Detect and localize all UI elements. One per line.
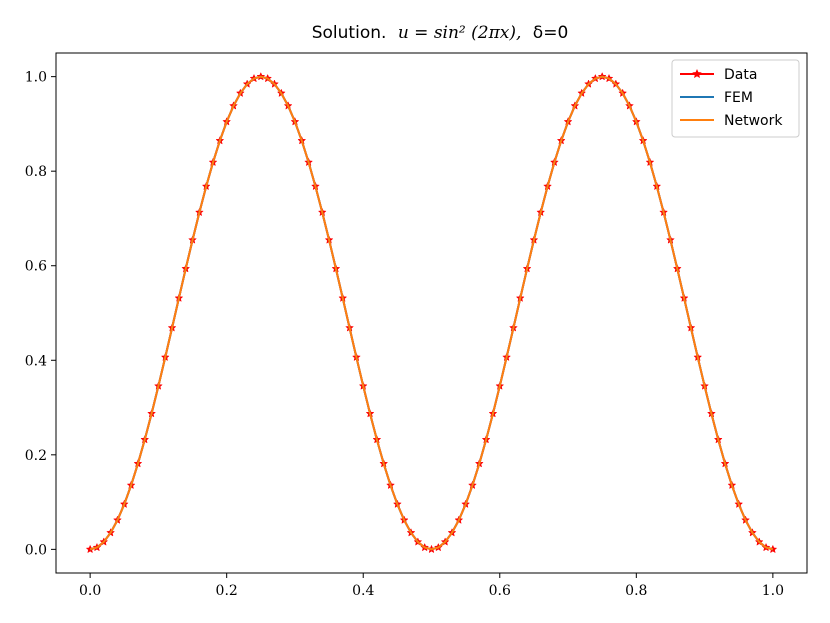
y-tick-label-4: 0.8 bbox=[25, 164, 47, 180]
series-data-markers bbox=[85, 71, 778, 554]
legend-label-0: Data bbox=[724, 67, 757, 83]
y-tick-label-1: 0.2 bbox=[25, 448, 47, 464]
chart-title: Solution. u = sin² (2πx), δ=0 bbox=[312, 23, 569, 43]
x-tick-label-3: 0.6 bbox=[489, 583, 511, 599]
legend-label-1: FEM bbox=[724, 90, 753, 106]
title-delta: δ=0 bbox=[533, 23, 568, 43]
x-tick-label-5: 1.0 bbox=[762, 583, 784, 599]
legend-label-2: Network bbox=[724, 113, 783, 129]
y-tick-label-2: 0.4 bbox=[25, 353, 47, 369]
series-network-line bbox=[89, 75, 774, 551]
axes-frame bbox=[55, 52, 808, 574]
legend-box bbox=[671, 59, 800, 138]
y-tick-label-0: 0.0 bbox=[25, 542, 47, 558]
legend: Data FEM Network bbox=[671, 59, 800, 138]
x-tick-label-0: 0.0 bbox=[79, 583, 101, 599]
x-tick-label-2: 0.4 bbox=[352, 583, 374, 599]
title-prefix: Solution. bbox=[312, 23, 387, 43]
y-tick-label-5: 1.0 bbox=[25, 70, 47, 86]
title-math: u = sin² (2πx), bbox=[398, 23, 522, 43]
x-tick-label-1: 0.2 bbox=[216, 583, 238, 599]
plot-area: 0.0 0.2 0.4 0.6 0.8 1.0 0.0 0.2 0.4 0.6 0.8 1.0 bbox=[25, 52, 808, 599]
x-tick-label-4: 0.8 bbox=[625, 583, 647, 599]
legend-marker-0 bbox=[692, 68, 702, 79]
series-data-line bbox=[89, 75, 774, 551]
y-tick-label-3: 0.6 bbox=[25, 259, 47, 275]
series-fem-line bbox=[89, 75, 774, 551]
